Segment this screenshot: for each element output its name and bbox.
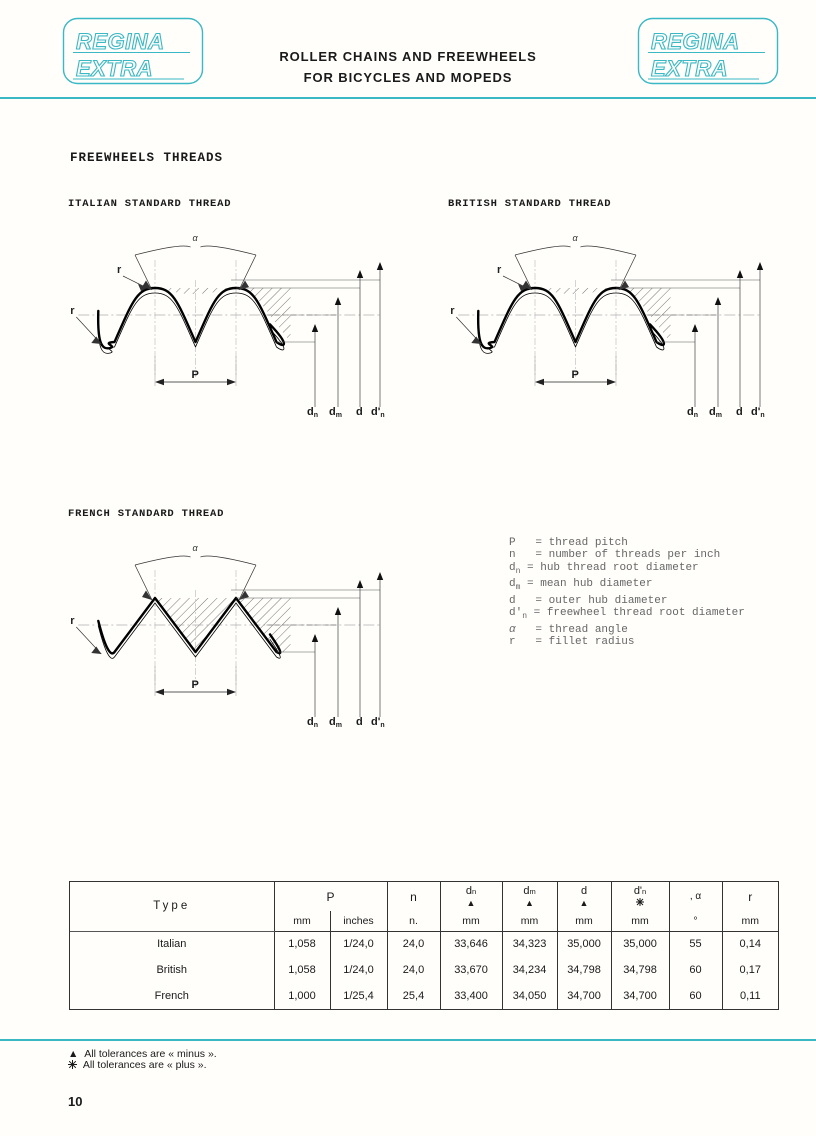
svg-text:dm: dm — [329, 716, 342, 729]
svg-text:r: r — [117, 264, 122, 276]
svg-text:d: d — [356, 716, 363, 728]
svg-text:dm: dm — [329, 406, 342, 419]
svg-text:P: P — [572, 369, 579, 381]
svg-text:d'n: d'n — [371, 716, 385, 729]
svg-text:d: d — [356, 406, 363, 418]
svg-text:d'n: d'n — [371, 406, 385, 419]
svg-text:r: r — [70, 305, 75, 317]
svg-text:dn: dn — [307, 406, 318, 419]
svg-text:α: α — [193, 233, 199, 243]
svg-text:r: r — [70, 615, 75, 627]
svg-text:α: α — [573, 233, 579, 243]
svg-text:d'n: d'n — [751, 406, 765, 419]
svg-text:r: r — [450, 305, 455, 317]
svg-text:dm: dm — [709, 406, 722, 419]
svg-text:P: P — [192, 369, 199, 381]
svg-text:P: P — [192, 679, 199, 691]
svg-text:dn: dn — [687, 406, 698, 419]
svg-text:dn: dn — [307, 716, 318, 729]
svg-text:α: α — [193, 543, 199, 553]
svg-text:r: r — [497, 264, 502, 276]
svg-text:d: d — [736, 406, 743, 418]
